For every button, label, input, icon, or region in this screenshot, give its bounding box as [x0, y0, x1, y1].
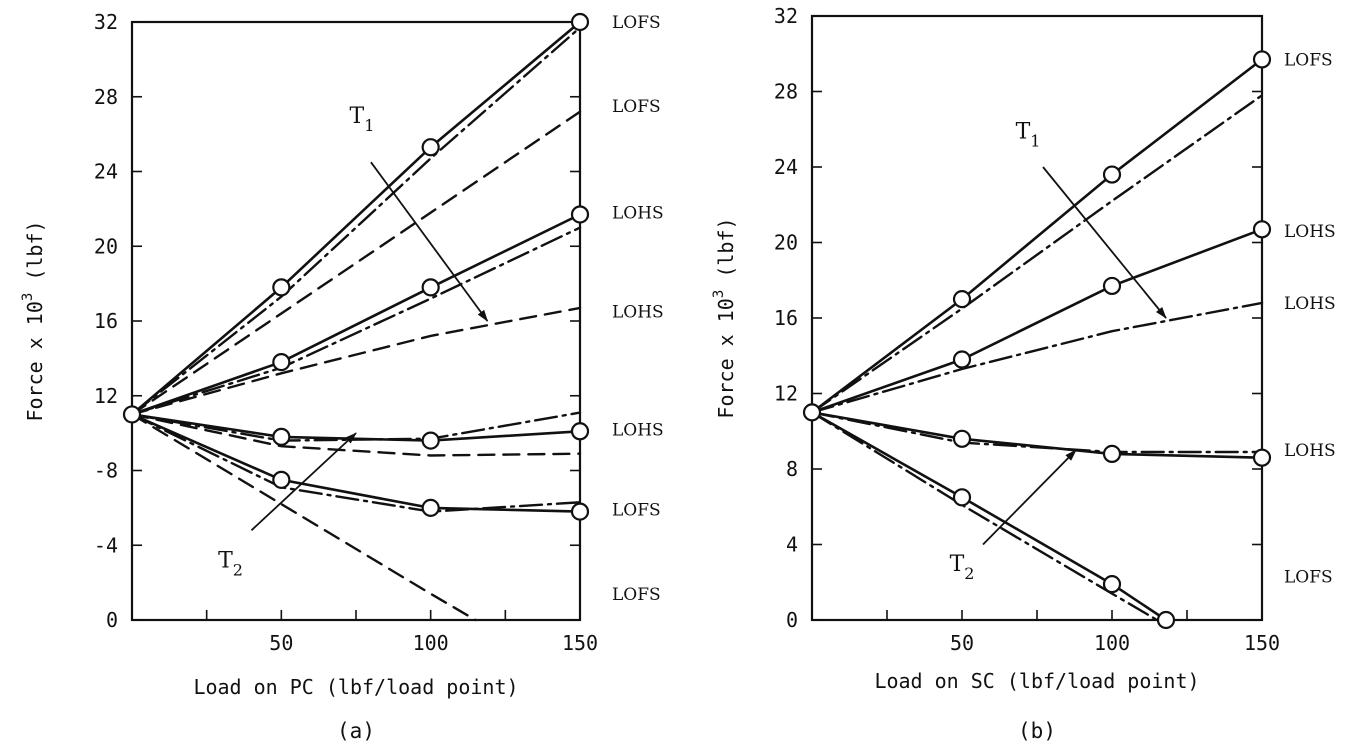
panel-a-side-label: LOFS: [612, 585, 661, 605]
panel-b-series-line-1: [810, 58, 1264, 414]
panel-b-series-1-marker: [1252, 50, 1272, 69]
panel-b-y-tick-label: 32: [774, 4, 798, 28]
chart-panel-b: 50 100 150 0 4 8 12 16 20 24 28 32 Force x 103 (lbf)…: [711, 4, 1336, 743]
panel-b-series-7-marker: [952, 488, 972, 507]
panel-a-series-1-marker: [272, 278, 291, 297]
panel-b-series-5-marker: [1252, 448, 1272, 467]
panel-b-plot-frame: [810, 14, 1264, 622]
panel-a-series-10-marker: [272, 470, 291, 489]
panel-a-side-label: LOHS: [612, 303, 664, 323]
panel-b-series-line-6: [810, 411, 1264, 454]
panel-a-side-label: LOHS: [612, 204, 664, 224]
panel-a-y-tick-label: 16: [94, 309, 118, 333]
panel-a-x-tick-label: 100: [413, 631, 449, 655]
panel-a-y-tick-label: 32: [94, 10, 118, 34]
panel-b-y-tick-label: 24: [774, 155, 798, 179]
panel-a-series-line-7: [130, 413, 582, 442]
panel-a-series-10-marker: [570, 502, 590, 521]
panel-b-y-tick-label: 8: [786, 457, 798, 481]
panel-b-y-tick-label: 16: [774, 306, 798, 330]
panel-a-series-line-9: [130, 413, 582, 457]
panel-b-side-label: LOHS: [1284, 222, 1336, 242]
panel-a-y-tick-label: 0: [106, 608, 118, 632]
panel-a-y-axis-label: Force x 103 (lbf): [20, 220, 47, 421]
panel-a-series-7-marker: [421, 431, 440, 450]
panel-b-series-3-marker: [1102, 276, 1122, 296]
panel-b-y-tick-label: 4: [786, 533, 798, 557]
panel-b-y-tick-label: 0: [786, 608, 798, 632]
panel-b-t1-arrow: [1042, 166, 1167, 319]
panel-b-x-tick-label: 50: [950, 631, 974, 655]
panel-a-y-tick-label: -8: [94, 459, 118, 483]
panel-b-series-1-marker: [952, 290, 972, 309]
panel-a-caption: (a): [337, 719, 375, 743]
panel-a-y-tick-label: 28: [94, 85, 118, 109]
panel-a-series-1-marker: [570, 12, 590, 32]
panel-a-y-tick-label: 24: [94, 160, 118, 184]
panel-a-series-10-marker: [421, 498, 440, 517]
panel-b-side-label: LOFS: [1284, 568, 1333, 588]
panel-b-series-5-marker: [1102, 444, 1122, 463]
panel-a-y-tick-label: -4: [94, 533, 118, 557]
panel-b-y-axis-label: Force x 103 (lbf): [711, 217, 738, 418]
panel-a-t2-arrow: [250, 432, 357, 531]
panel-b-series-line-7: [810, 411, 1168, 622]
panel-b-caption: (b): [1018, 719, 1056, 743]
panel-a-series-4-marker: [570, 205, 590, 224]
panel-a-series-line-12: [130, 413, 477, 622]
panel-a-series-line-5: [130, 226, 582, 416]
panel-b-x-tick-label: 150: [1244, 631, 1280, 655]
panel-b-series-line-4: [810, 301, 1264, 414]
panel-b-side-label: LOHS: [1284, 294, 1336, 314]
panel-a-origin-marker: [122, 405, 142, 424]
panel-a-series-7-marker: [570, 422, 590, 441]
panel-a-side-label: LOFS: [612, 501, 661, 521]
panel-a-series-line-4: [130, 213, 582, 416]
panel-b-x-axis-label: Load on SC (lbf/load point): [874, 669, 1199, 693]
panel-b-series-3-marker: [1252, 220, 1272, 239]
panel-b-side-label: LOFS: [1284, 50, 1333, 70]
panel-a-t1-label: T1: [350, 104, 375, 135]
panel-b-x-tick-label: 100: [1094, 631, 1130, 655]
panel-b-series-7-marker: [1156, 610, 1176, 630]
panel-a-series-line-3: [130, 110, 582, 416]
panel-a-y-tick-label: 20: [94, 234, 118, 258]
panel-a-series-line-6: [130, 306, 582, 416]
panel-a-x-axis-label: Load on PC (lbf/load point): [193, 675, 518, 699]
panel-b-series-7-marker: [1102, 575, 1122, 594]
panel-b-series-line-8: [810, 411, 1159, 622]
panel-b-t1-label: T1: [1016, 120, 1041, 151]
panel-b-series-1-marker: [1102, 165, 1122, 184]
panel-a-t2-label: T2: [218, 549, 243, 580]
panel-a-series-line-11: [130, 413, 582, 513]
panel-a-t1-arrow: [370, 161, 489, 322]
panel-b-series-line-2: [810, 94, 1264, 414]
panel-a-side-label: LOFS: [612, 13, 661, 33]
panel-a-series-4-marker: [272, 353, 291, 372]
panel-a-side-label: LOHS: [612, 420, 664, 440]
panel-b-series-3-marker: [952, 350, 972, 369]
panel-a-x-tick-label: 150: [562, 631, 598, 655]
panel-b-side-label: LOHS: [1284, 441, 1336, 461]
panel-a-series-7-marker: [272, 427, 291, 446]
panel-b-t2-label: T2: [950, 552, 975, 583]
panel-a-series-1-marker: [421, 138, 440, 157]
chart-panel-a: 50 100 150 0 -4 -8 12 16 20 24 28 32 Force x 103 (lb…: [20, 10, 664, 743]
panel-b-y-tick-label: 12: [774, 382, 798, 406]
panel-b-t2-arrow: [982, 449, 1077, 546]
panel-a-series-4-marker: [421, 278, 440, 297]
panel-b-y-tick-label: 20: [774, 231, 798, 255]
panel-b-origin-marker: [802, 403, 822, 422]
panel-b-series-line-3: [810, 228, 1264, 414]
panel-b-y-tick-label: 28: [774, 80, 798, 104]
panel-a-y-tick-label: 12: [94, 384, 118, 408]
panel-a-series-line-1: [130, 20, 582, 416]
panel-a-series-line-10: [130, 413, 582, 513]
panel-a-series-line-2: [130, 26, 582, 416]
panel-a-x-tick-label: 50: [269, 631, 293, 655]
panel-b-series-5-marker: [952, 429, 972, 448]
panel-a-side-label: LOFS: [612, 97, 661, 117]
